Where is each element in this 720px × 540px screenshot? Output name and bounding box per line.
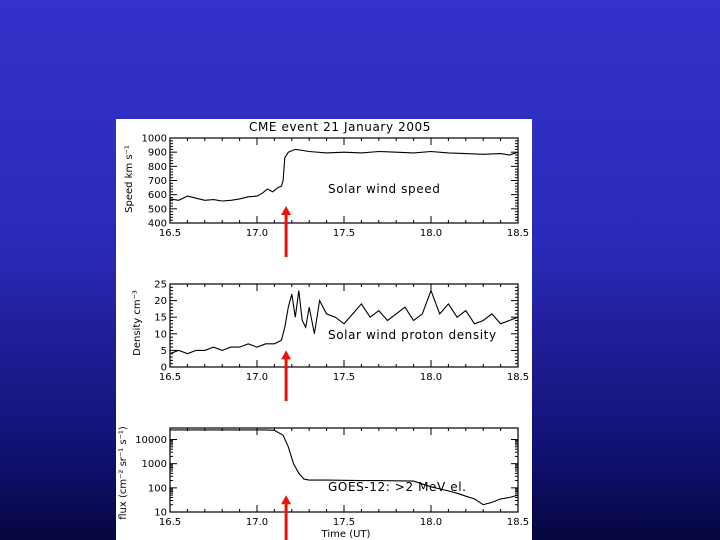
density-event-arrow-head (281, 350, 292, 360)
density-ytick-label: 5 (161, 346, 167, 357)
flux-ytick-label: 100 (148, 483, 167, 494)
density-ytick-label: 25 (154, 280, 167, 291)
speed-xtick-label: 17.5 (333, 228, 355, 239)
speed-event-arrow-head (281, 206, 292, 215)
flux-ytick-label: 10000 (135, 435, 167, 446)
speed-xtick-label: 18.5 (507, 228, 529, 239)
speed-ytick-label: 900 (148, 148, 167, 159)
speed-ytick-label: 700 (148, 176, 167, 187)
flux-xtick-label: 16.5 (159, 517, 181, 528)
density-annotation: Solar wind proton density (328, 328, 497, 342)
flux-ytick-label: 10 (154, 508, 167, 519)
panel-density: Density cm⁻³ Solar wind proton density 1… (132, 280, 529, 401)
flux-xtick-label: 18.0 (420, 517, 442, 528)
density-xtick-label: 18.5 (507, 372, 529, 383)
density-plot: 16.5 17.0 17.5 18.0 18.5 0 5 10 15 20 25 (154, 280, 529, 401)
figure-title: CME event 21 January 2005 (249, 120, 431, 134)
density-ytick-label: 15 (154, 313, 167, 324)
density-xtick-label: 17.5 (333, 372, 355, 383)
density-xtick-label: 18.0 (420, 372, 442, 383)
density-xtick-label: 16.5 (159, 372, 181, 383)
flux-annotation: GOES-12: >2 MeV el. (328, 480, 467, 494)
flux-xtick-label: 18.5 (507, 517, 529, 528)
speed-ytick-label: 1000 (142, 134, 167, 145)
speed-xtick-label: 18.0 (420, 228, 442, 239)
flux-xtick-label: 17.0 (246, 517, 268, 528)
flux-frame (169, 427, 519, 513)
density-ytick-label: 0 (161, 363, 167, 374)
flux-xtick-label: 17.5 (333, 517, 355, 528)
density-series-line (169, 289, 519, 355)
density-xtick-label: 17.0 (246, 372, 268, 383)
flux-plot: 16.5 17.0 17.5 18.0 18.5 10 100 1000 10000 (135, 427, 529, 540)
density-ytick-label: 10 (154, 329, 167, 340)
speed-ytick-label: 800 (148, 162, 167, 173)
speed-xtick-label: 16.5 (159, 228, 181, 239)
flux-event-arrow-head (281, 495, 292, 505)
speed-frame (169, 137, 519, 224)
speed-ytick-label: 400 (148, 219, 167, 230)
speed-ytick-label: 600 (148, 190, 167, 201)
figure-panel: CME event 21 January 2005 Speed km s⁻¹ S… (116, 119, 532, 540)
speed-plot: 16.5 17.0 17.5 18.0 18.5 400 500 600 700 800 900 10… (142, 134, 529, 257)
flux-ytick-label: 1000 (142, 459, 167, 470)
speed-ytick-label: 500 (148, 204, 167, 215)
chart-svg: CME event 21 January 2005 Speed km s⁻¹ S… (118, 120, 529, 540)
speed-ylabel: Speed km s⁻¹ (124, 145, 135, 213)
speed-series-line (169, 148, 519, 202)
speed-xtick-label: 17.0 (246, 228, 268, 239)
density-ylabel: Density cm⁻³ (132, 290, 143, 356)
flux-series-line (170, 429, 519, 506)
flux-ylabel: flux (cm⁻² sr⁻¹ s⁻¹) (118, 426, 129, 520)
speed-annotation: Solar wind speed (328, 182, 440, 196)
panel-flux: flux (cm⁻² sr⁻¹ s⁻¹) GOES-12: >2 MeV el.… (118, 426, 529, 540)
density-frame (169, 283, 519, 368)
density-ytick-label: 20 (154, 296, 167, 307)
flux-xlabel: Time (UT) (321, 529, 371, 540)
panel-speed: Speed km s⁻¹ Solar wind speed 16.5 17.0 17… (124, 134, 529, 257)
